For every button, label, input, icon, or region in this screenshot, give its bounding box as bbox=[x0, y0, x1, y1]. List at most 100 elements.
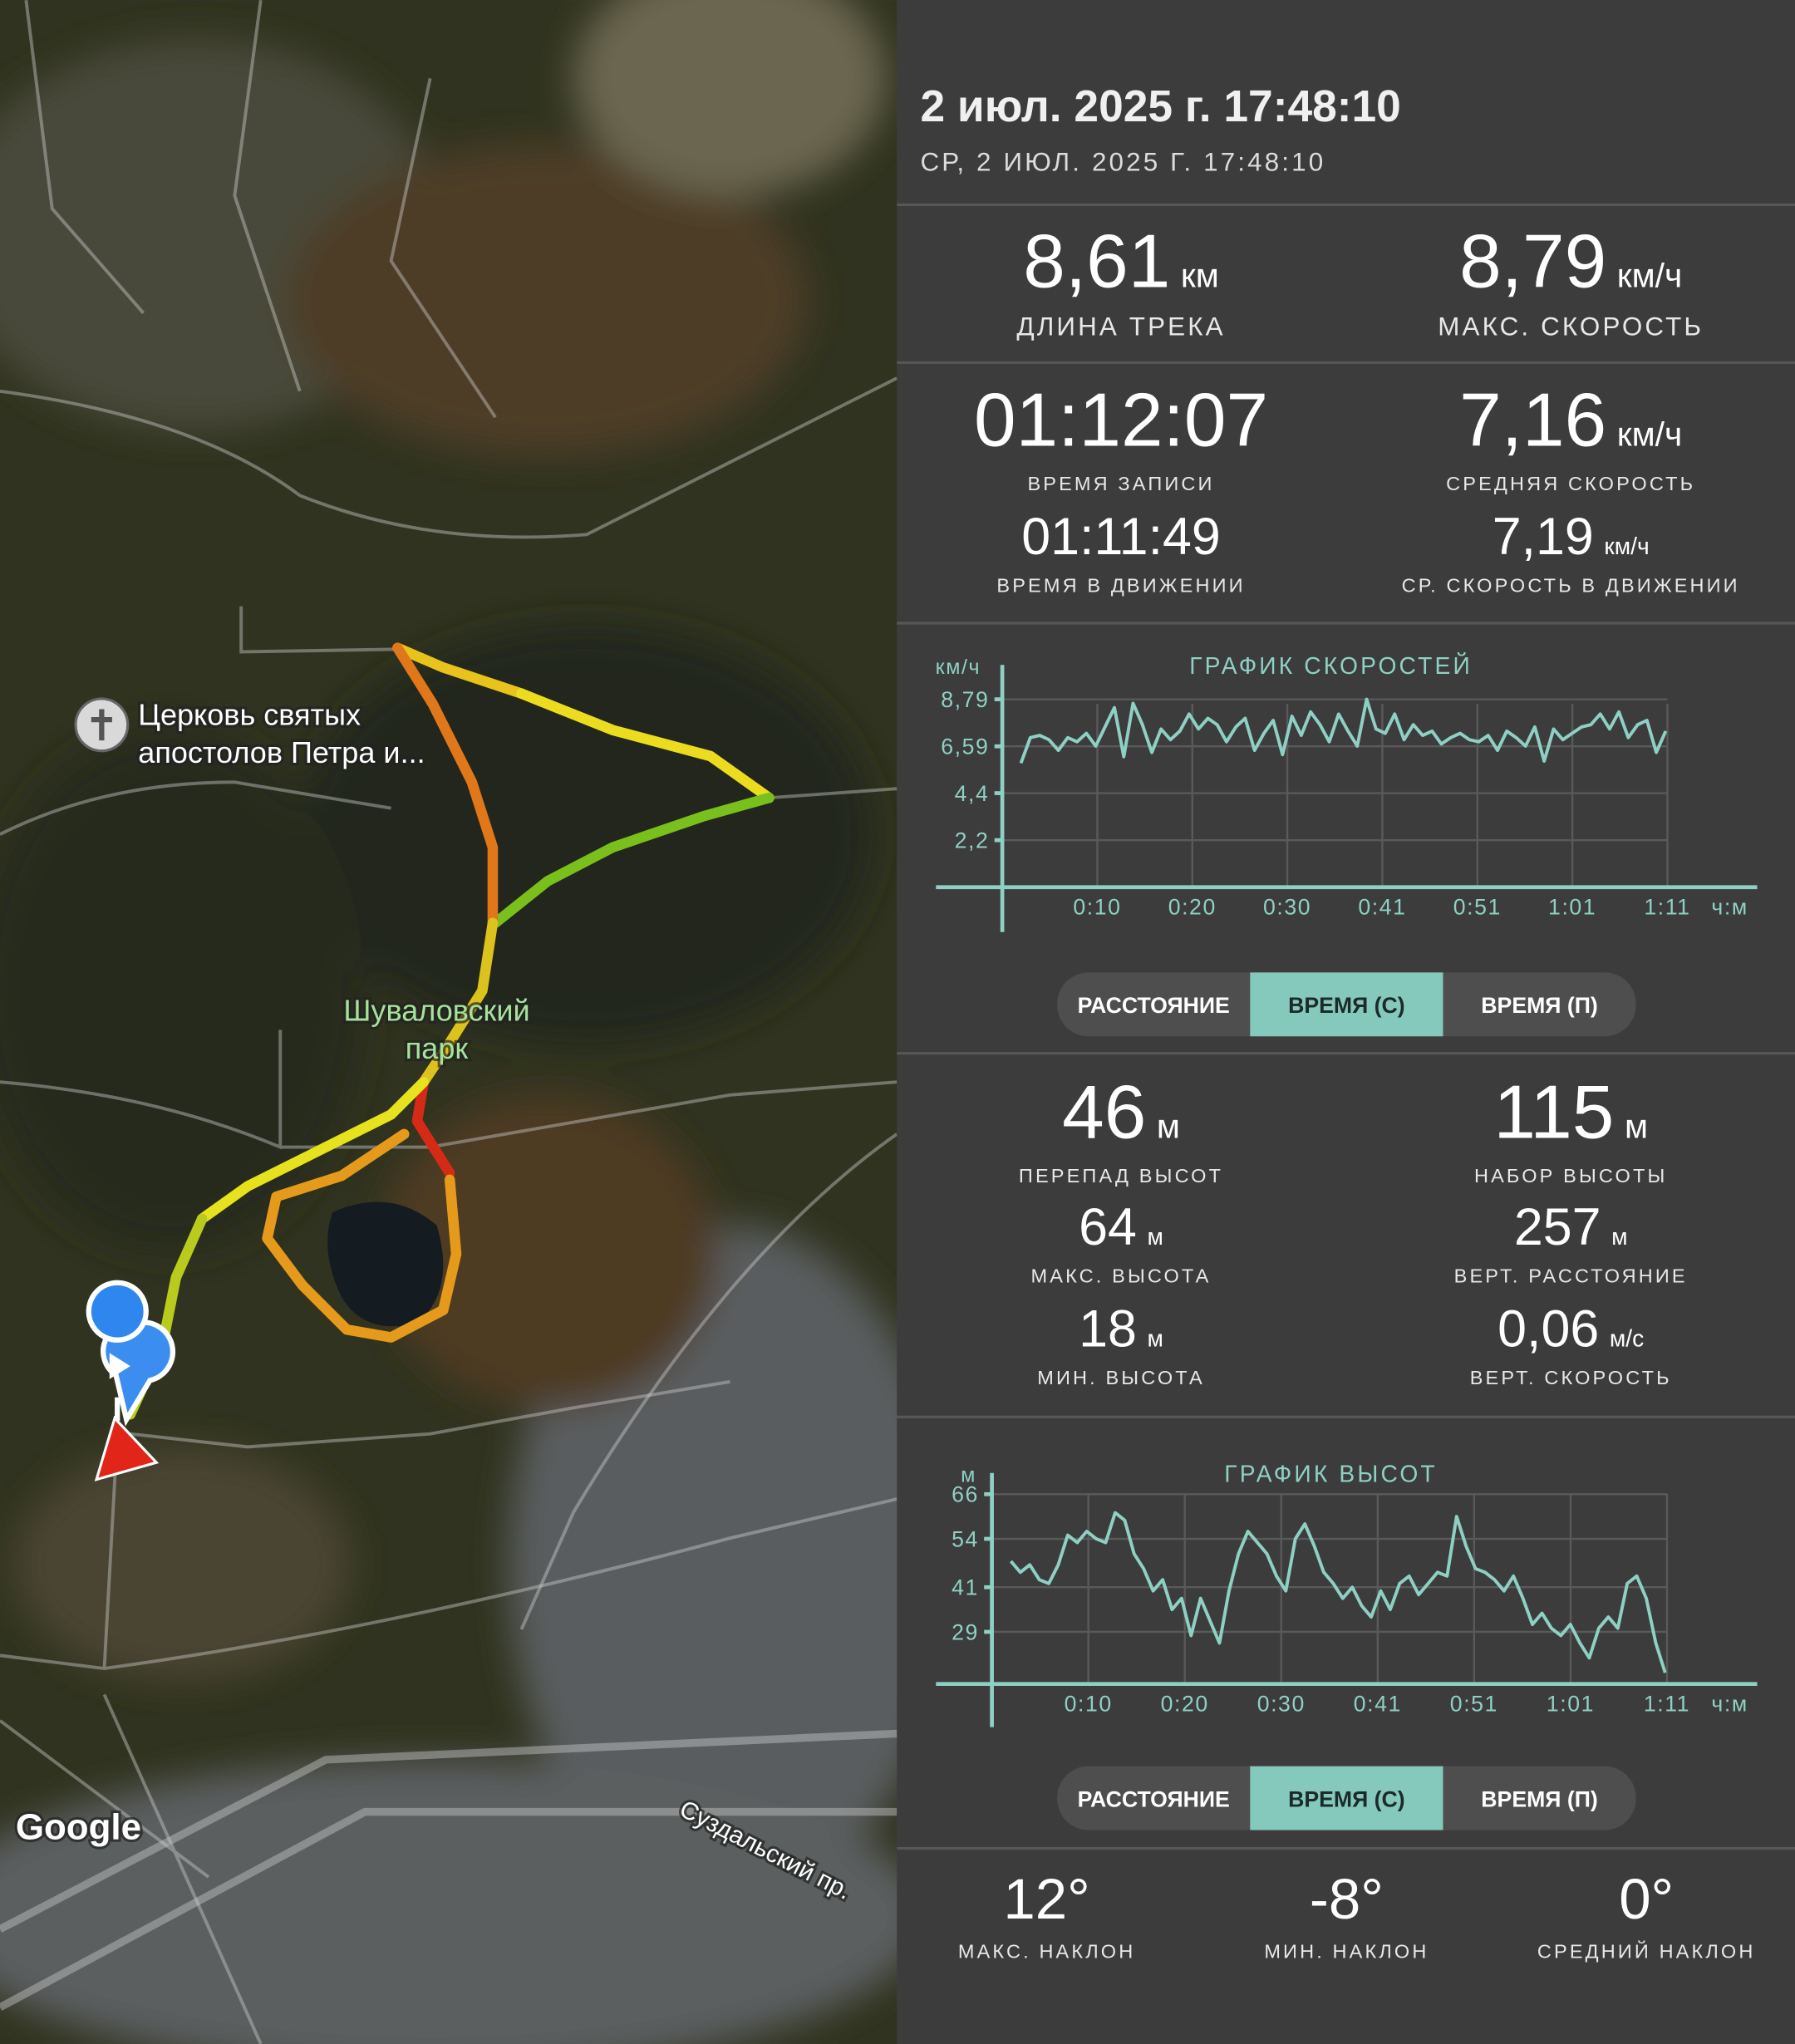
stat-unit: м bbox=[1147, 1223, 1163, 1250]
track-title: 2 июл. 2025 г. 17:48:10 bbox=[920, 82, 1400, 131]
stat-number: 18 bbox=[1079, 1300, 1137, 1359]
data-line bbox=[1019, 697, 1668, 764]
stat-label: МАКС. НАКЛОН bbox=[958, 1940, 1135, 1962]
stat-unit: м bbox=[1157, 1108, 1180, 1146]
terrain bbox=[0, 0, 952, 2044]
lake bbox=[327, 1201, 444, 1327]
stat-label: ДЛИНА ТРЕКА bbox=[1016, 312, 1225, 341]
mode-button[interactable]: ВРЕМЯ (С) bbox=[1288, 993, 1405, 1018]
stat-label: ВЕРТ. РАССТОЯНИЕ bbox=[1454, 1265, 1688, 1287]
y-tick-label: 29 bbox=[952, 1619, 979, 1644]
stat-label: СРЕДНЯЯ СКОРОСТЬ bbox=[1446, 473, 1695, 494]
roads bbox=[0, 0, 898, 2044]
stat-unit: м/с bbox=[1610, 1325, 1644, 1352]
stat-label: ВРЕМЯ ЗАПИСИ bbox=[1027, 473, 1214, 494]
stat-number: 12° bbox=[1003, 1867, 1089, 1931]
stat-value: 8,79 км/ч bbox=[1459, 219, 1682, 303]
mode-button[interactable]: ВРЕМЯ (С) bbox=[1288, 1786, 1405, 1811]
poi-label: Церковь святых bbox=[138, 697, 361, 731]
stat-value: 12° bbox=[1003, 1867, 1089, 1931]
mode-button[interactable]: РАССТОЯНИЕ bbox=[1078, 993, 1230, 1018]
y-tick-label: 8,79 bbox=[941, 687, 989, 712]
y-axis-label: м bbox=[961, 1464, 976, 1487]
stat-value: 18 м bbox=[1079, 1300, 1163, 1359]
stat-unit: м bbox=[1611, 1223, 1627, 1250]
x-tick-label: 0:30 bbox=[1263, 895, 1311, 920]
x-tick-label: 0:10 bbox=[1073, 895, 1121, 920]
y-tick-label: 41 bbox=[952, 1575, 979, 1600]
y-tick-label: 4,4 bbox=[955, 781, 990, 806]
stat-label: МАКС. СКОРОСТЬ bbox=[1438, 312, 1704, 341]
stat-unit: м bbox=[1147, 1325, 1163, 1352]
stat-label: МИН. ВЫСОТА bbox=[1037, 1367, 1205, 1388]
stat-number: -8° bbox=[1310, 1867, 1384, 1931]
mode-button[interactable]: РАССТОЯНИЕ bbox=[1078, 1786, 1230, 1811]
stat-value: -8° bbox=[1310, 1867, 1384, 1931]
stat-number: 64 bbox=[1079, 1198, 1137, 1256]
stat-number: 8,79 bbox=[1459, 219, 1606, 303]
stat-value: 46 м bbox=[1062, 1071, 1180, 1155]
stat-label: НАБОР ВЫСОТЫ bbox=[1474, 1165, 1667, 1187]
y-tick-label: 54 bbox=[952, 1526, 979, 1551]
stat-number: 8,61 bbox=[1023, 219, 1170, 303]
stat-number: 46 bbox=[1062, 1071, 1146, 1155]
x-tick-label: 0:20 bbox=[1168, 895, 1217, 920]
stat-unit: км/ч bbox=[1617, 256, 1682, 294]
stat-value: 01:11:49 bbox=[1021, 508, 1221, 566]
x-tick-label: 0:41 bbox=[1358, 895, 1406, 920]
stat-number: 7,19 bbox=[1493, 508, 1594, 566]
x-tick-label: 1:11 bbox=[1644, 1692, 1690, 1717]
stat-value: 8,61 км bbox=[1023, 219, 1218, 303]
stat-unit: км/ч bbox=[1617, 415, 1682, 454]
chart-title: ГРАФИК СКОРОСТЕЙ bbox=[1189, 652, 1473, 679]
x-tick-label: 0:30 bbox=[1257, 1692, 1306, 1717]
x-axis-label: ч:м bbox=[1711, 895, 1748, 920]
stat-unit: км/ч bbox=[1604, 533, 1649, 559]
chart-title: ГРАФИК ВЫСОТ bbox=[1224, 1461, 1438, 1487]
stat-label: СРЕДНИЙ НАКЛОН bbox=[1537, 1939, 1756, 1962]
stat-unit: км bbox=[1181, 256, 1219, 294]
stat-label: ВЕРТ. СКОРОСТЬ bbox=[1470, 1367, 1672, 1388]
stat-value: 64 м bbox=[1079, 1198, 1163, 1256]
panel-content: 8,61 км ДЛИНА ТРЕКА 8,79 км/ч МАКС. СКОРОСТЬ 0… bbox=[897, 203, 1795, 1962]
track bbox=[125, 642, 775, 1420]
x-tick-label: 1:01 bbox=[1548, 895, 1596, 920]
x-tick-label: 0:51 bbox=[1453, 895, 1502, 920]
stat-value: 7,16 км/ч bbox=[1459, 379, 1682, 463]
x-tick-label: 0:20 bbox=[1161, 1692, 1209, 1717]
stat-number: 257 bbox=[1514, 1198, 1601, 1256]
y-tick-label: 2,2 bbox=[955, 828, 990, 853]
stat-label: СР. СКОРОСТЬ В ДВИЖЕНИИ bbox=[1402, 574, 1740, 596]
stat-value: 0,06 м/с bbox=[1497, 1300, 1644, 1359]
stat-number: 0,06 bbox=[1497, 1300, 1599, 1359]
mode-selected bbox=[1250, 1766, 1443, 1830]
x-tick-label: 0:10 bbox=[1065, 1692, 1113, 1717]
stat-number: 115 bbox=[1493, 1071, 1614, 1155]
stat-number: 01:11:49 bbox=[1021, 508, 1221, 566]
x-tick-label: 1:01 bbox=[1547, 1692, 1595, 1717]
poi-icon bbox=[74, 697, 130, 753]
stat-value: 115 м bbox=[1493, 1071, 1648, 1155]
stat-label: ПЕРЕПАД ВЫСОТ bbox=[1019, 1165, 1223, 1187]
track-markers bbox=[86, 1280, 176, 1481]
data-line bbox=[1009, 1511, 1667, 1673]
stat-value: 7,19 км/ч bbox=[1493, 508, 1650, 566]
x-tick-label: 1:11 bbox=[1644, 895, 1690, 920]
mode-button[interactable]: ВРЕМЯ (П) bbox=[1481, 993, 1597, 1018]
park-label: парк bbox=[406, 1031, 469, 1065]
stat-number: 0° bbox=[1619, 1867, 1674, 1931]
map[interactable]: Церковь святых апостолов Петра и... Шувало… bbox=[0, 0, 952, 2044]
y-axis-label: км/ч bbox=[936, 656, 981, 679]
stat-value: 0° bbox=[1619, 1867, 1674, 1931]
stat-unit: м bbox=[1625, 1108, 1648, 1146]
stat-label: МИН. НАКЛОН bbox=[1264, 1940, 1429, 1962]
mode-selected bbox=[1250, 972, 1443, 1037]
track-subtitle: СР, 2 ИЮЛ. 2025 Г. 17:48:10 bbox=[920, 148, 1325, 177]
y-tick-label: 6,59 bbox=[941, 735, 989, 759]
park-label: Шуваловский bbox=[343, 993, 529, 1027]
stat-number: 7,16 bbox=[1459, 379, 1606, 463]
mode-button[interactable]: ВРЕМЯ (П) bbox=[1481, 1786, 1597, 1811]
stat-value: 01:12:07 bbox=[974, 379, 1268, 463]
